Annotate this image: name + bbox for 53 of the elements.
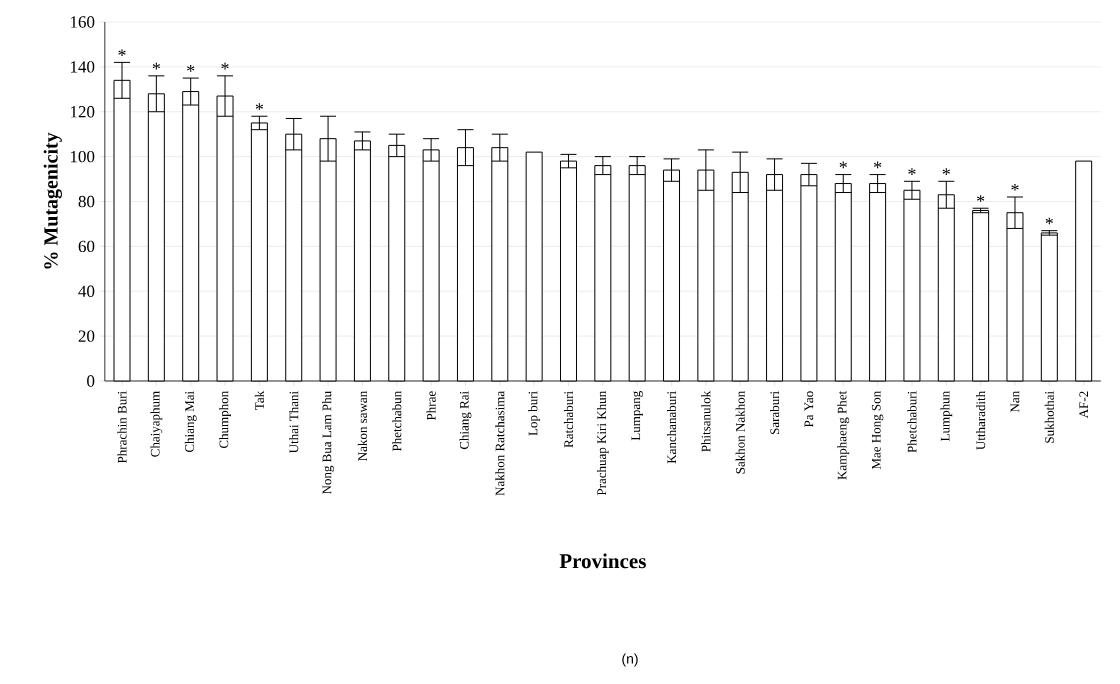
annotation: * bbox=[221, 62, 229, 70]
x-tick-label: Chiang Mai bbox=[184, 391, 197, 453]
annotation: * bbox=[255, 103, 264, 110]
x-tick-label: Nan bbox=[1010, 391, 1020, 413]
x-tick-label: Phrae bbox=[426, 391, 436, 421]
x-tick-label: Pa Yao bbox=[804, 391, 814, 428]
x-tick-label: Chaiyaphum bbox=[150, 391, 163, 457]
x-tick-label: Nakhon Ratchasima bbox=[495, 391, 505, 496]
x-tick-label: Uttharadith bbox=[976, 391, 986, 450]
annotation: * bbox=[942, 168, 950, 175]
y-tick-label: 60 bbox=[78, 240, 95, 253]
x-tick-label: Lumphun bbox=[940, 391, 953, 442]
y-tick-label: 40 bbox=[78, 285, 95, 297]
y-tick-label: 160 bbox=[70, 16, 95, 28]
annotation: * bbox=[118, 49, 126, 56]
x-tick-label: Chiang Rai bbox=[459, 391, 472, 450]
x-tick-label: Nong Bua Lam Phu bbox=[322, 391, 334, 495]
x-tick-label: Sukhothai bbox=[1044, 391, 1054, 443]
x-tick-label: Lumpang bbox=[631, 391, 643, 441]
y-tick-label: 80 bbox=[78, 195, 95, 208]
x-tick-label: Phitsanulok bbox=[701, 390, 711, 452]
x-tick-label: Nakon sawan bbox=[357, 391, 367, 461]
x-tick-label: Kamphaeng Phet bbox=[837, 390, 850, 480]
x-tick-label: Phetchaburi bbox=[907, 391, 917, 453]
x-tick-label: Tak bbox=[254, 390, 264, 410]
annotation: * bbox=[839, 161, 847, 169]
y-axis-title: % Mutagenicity bbox=[43, 132, 62, 269]
annotation: * bbox=[1045, 217, 1053, 225]
y-tick-label: 100 bbox=[70, 150, 95, 163]
x-tick-label: Prachuap Kiri Khun bbox=[596, 391, 609, 496]
x-tick-label: Sakhon Nakhon bbox=[735, 391, 745, 474]
y-tick-label: 20 bbox=[78, 330, 95, 342]
x-tick-label: Phrachin Buri bbox=[117, 391, 127, 464]
y-tick-label: 140 bbox=[70, 61, 95, 73]
annotation: * bbox=[908, 168, 916, 175]
x-tick-label: Mae Hong Son bbox=[871, 391, 884, 470]
x-tick-label: AF-2 bbox=[1079, 391, 1088, 419]
x-tick-label: Chumphon bbox=[219, 391, 231, 449]
x-tick-label: Uthai Thani bbox=[289, 391, 299, 454]
annotation: * bbox=[873, 161, 882, 169]
text: (n) bbox=[622, 653, 638, 667]
y-tick-label: 0 bbox=[87, 375, 95, 387]
x-tick-label: Saraburi bbox=[769, 391, 780, 435]
annotation: * bbox=[1011, 184, 1019, 191]
x-tick-label: Phetchabun bbox=[392, 391, 402, 452]
x-tick-label: Kanchanaburi bbox=[666, 391, 677, 464]
x-tick-label: Lop buri bbox=[528, 391, 541, 436]
x-tick-label: Ratchaburi bbox=[563, 391, 574, 448]
annotation: * bbox=[187, 65, 195, 72]
x-axis-title: Provinces bbox=[559, 553, 646, 569]
y-tick-label: 120 bbox=[70, 106, 95, 118]
annotation: * bbox=[152, 62, 160, 70]
annotation: * bbox=[977, 195, 985, 202]
